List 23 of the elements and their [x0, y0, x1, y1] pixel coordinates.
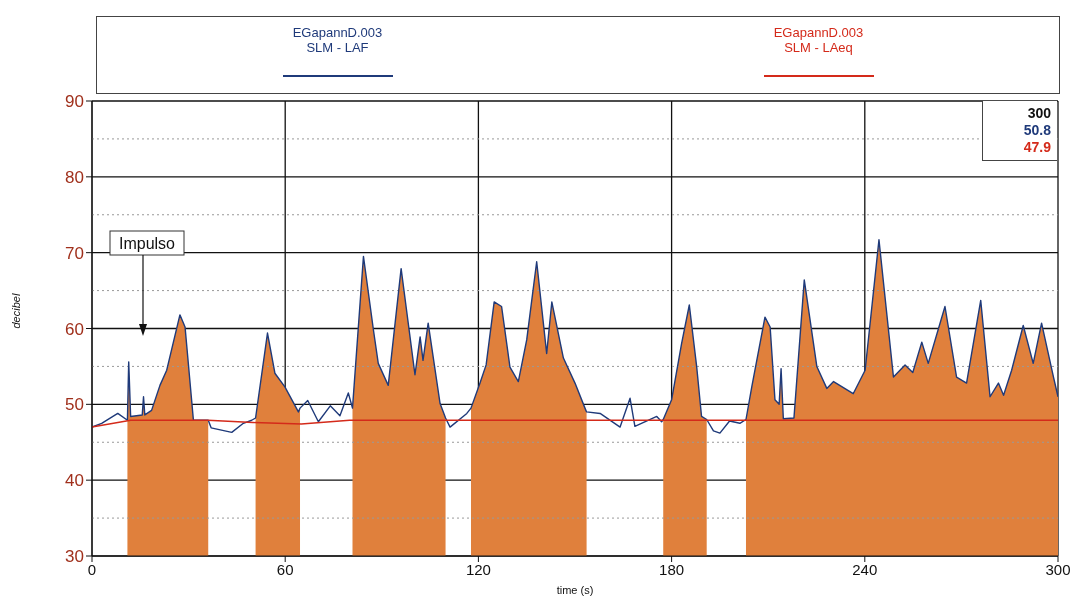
x-tick-label: 180 [659, 560, 685, 578]
line-series [92, 419, 1058, 428]
annotation: Impulso [118, 235, 176, 252]
x-tick-label: 300 [1045, 560, 1071, 578]
annotation: 300 [1026, 105, 1051, 122]
x-tick-label: 0 [87, 560, 97, 578]
text: EGapannD.003 SLM - LAF [291, 25, 384, 55]
x-tick-label: 60 [276, 560, 294, 578]
x-tick-label: 120 [465, 560, 491, 578]
y-tick-label: 30 [65, 547, 84, 567]
x-axis-title: time (s) [556, 584, 594, 596]
y-tick-label: 40 [65, 471, 84, 491]
y-tick-label: 50 [65, 395, 84, 415]
x-tick-label: 240 [852, 560, 878, 578]
readout-box: 300 50.8 47.9 [982, 101, 1057, 161]
annotation: 50.8 [1022, 122, 1051, 139]
y-tick-label: 60 [65, 319, 84, 339]
y-tick-label: 90 [65, 92, 84, 112]
y-tick-label: 70 [65, 243, 84, 263]
y-axis-title: decibel [9, 293, 22, 329]
annotation: 47.9 [1022, 139, 1051, 156]
text: EGapannD.003 SLM - LAeq [772, 25, 865, 55]
y-tick-label: 80 [65, 167, 84, 187]
